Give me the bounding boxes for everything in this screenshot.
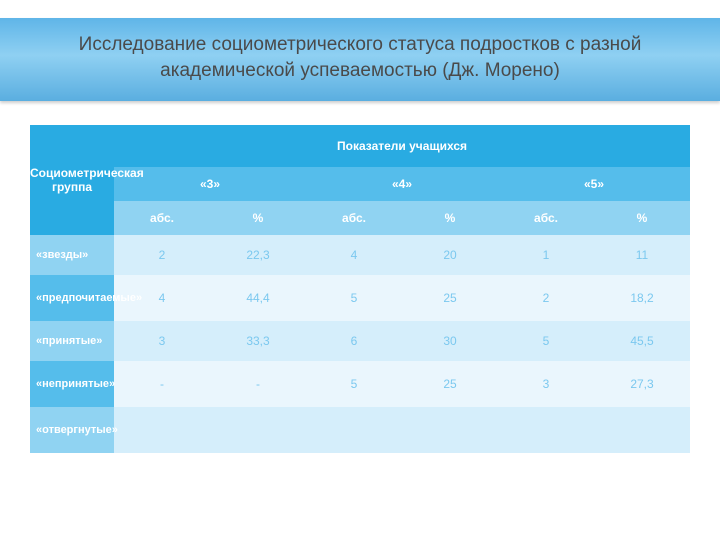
cell: - [210, 361, 306, 407]
cell: 30 [402, 321, 498, 361]
cell: 33,3 [210, 321, 306, 361]
cell: 22,3 [210, 235, 306, 275]
col-header-indicators: Показатели учащихся [114, 125, 690, 167]
title-band: Исследование социометрического статуса п… [0, 18, 720, 101]
cell: 44,4 [210, 275, 306, 321]
cell: 27,3 [594, 361, 690, 407]
cell: 1 [498, 235, 594, 275]
cell: 11 [594, 235, 690, 275]
cell: 20 [402, 235, 498, 275]
col-sub-abs-2: абс. [498, 201, 594, 235]
slide-title: Исследование социометрического статуса п… [40, 32, 680, 83]
cell: 3 [498, 361, 594, 407]
sociometric-table: Социометрическая группа Показатели учащи… [30, 125, 690, 453]
cell [210, 407, 306, 453]
col-header-grade-4: «4» [306, 167, 498, 201]
cell [594, 407, 690, 453]
table-body: «звезды» 2 22,3 4 20 1 11 «предпочитаемы… [30, 235, 690, 453]
cell: 5 [498, 321, 594, 361]
cell: 2 [114, 235, 210, 275]
cell [306, 407, 402, 453]
col-sub-abs-0: абс. [114, 201, 210, 235]
cell: 5 [306, 361, 402, 407]
table-row: «принятые» 3 33,3 6 30 5 45,5 [30, 321, 690, 361]
col-sub-pct-0: % [210, 201, 306, 235]
table-container: Социометрическая группа Показатели учащи… [0, 101, 720, 453]
col-header-group: Социометрическая группа [30, 125, 114, 235]
table-row: «звезды» 2 22,3 4 20 1 11 [30, 235, 690, 275]
col-sub-pct-1: % [402, 201, 498, 235]
cell: 25 [402, 361, 498, 407]
row-label: «предпочитаемые» [30, 275, 114, 321]
cell [498, 407, 594, 453]
cell [402, 407, 498, 453]
cell: 4 [306, 235, 402, 275]
col-header-grade-5: «5» [498, 167, 690, 201]
table-row: «предпочитаемые» 4 44,4 5 25 2 18,2 [30, 275, 690, 321]
cell: 25 [402, 275, 498, 321]
row-label: «отвергнутые» [30, 407, 114, 453]
row-label: «принятые» [30, 321, 114, 361]
col-sub-abs-1: абс. [306, 201, 402, 235]
table-head: Социометрическая группа Показатели учащи… [30, 125, 690, 235]
slide-root: Исследование социометрического статуса п… [0, 0, 720, 540]
cell: 18,2 [594, 275, 690, 321]
table-row: «непринятые» - - 5 25 3 27,3 [30, 361, 690, 407]
cell: 6 [306, 321, 402, 361]
row-label: «звезды» [30, 235, 114, 275]
cell [114, 407, 210, 453]
col-sub-pct-2: % [594, 201, 690, 235]
cell: 3 [114, 321, 210, 361]
row-label: «непринятые» [30, 361, 114, 407]
cell: 45,5 [594, 321, 690, 361]
table-row: «отвергнутые» [30, 407, 690, 453]
cell: - [114, 361, 210, 407]
cell: 2 [498, 275, 594, 321]
cell: 5 [306, 275, 402, 321]
